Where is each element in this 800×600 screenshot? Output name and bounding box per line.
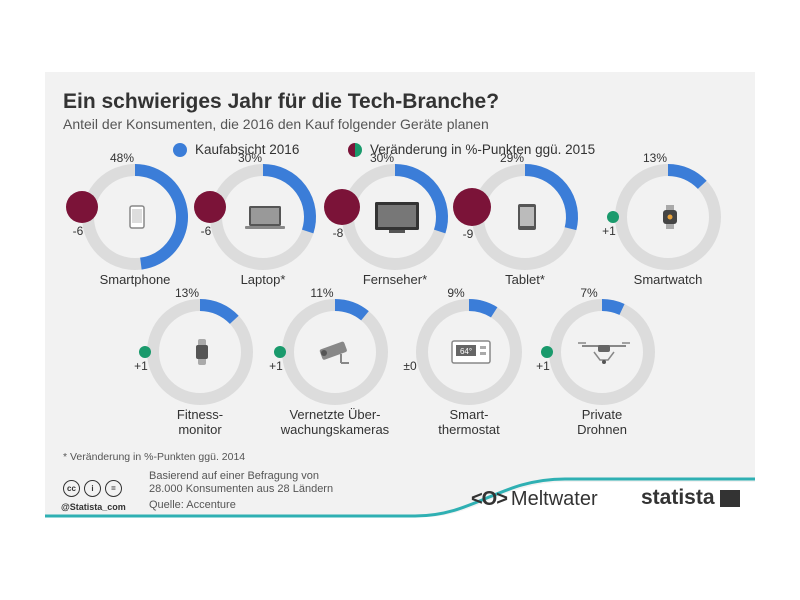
change-bubble-smartwatch: [607, 211, 619, 223]
category-label-smartwatch: Smartwatch: [634, 272, 703, 287]
donut-arc-private-drohnen: [601, 299, 625, 316]
value-label-tablet: 29%: [500, 151, 524, 165]
legend-intent-label: Kaufabsicht 2016: [195, 142, 300, 157]
footer-swoosh-line: [45, 477, 755, 518]
donut-arc-smartphone: [134, 164, 188, 270]
meltwater-logo-icon: <O>: [471, 488, 508, 510]
change-label-vernetzte-über-wachungskameras: +1: [269, 359, 283, 373]
legend-intent-swatch: [173, 142, 187, 157]
value-label-fernseher: 30%: [370, 151, 394, 165]
infographic-card: Ein schwieriges Jahr für die Tech-Branch…: [45, 72, 755, 520]
value-label-private-drohnen: 7%: [580, 286, 598, 300]
source-line-1: Basierend auf einer Befragung von: [149, 470, 320, 482]
source-line-3: Quelle: Accenture: [149, 499, 236, 511]
change-label-private-drohnen: +1: [536, 359, 550, 373]
cc-icon: cc: [63, 480, 80, 497]
thermostat-display-text: 64°: [460, 347, 472, 356]
donut-chart: 48% -6 Smartphone 30% -6 Laptop* 30% -8 Fernsehe…: [45, 151, 755, 520]
laptop-icon: [245, 206, 285, 229]
change-bubble-vernetzte-über-wachungskameras: [274, 346, 286, 358]
chart-subtitle: Anteil der Konsumenten, die 2016 den Kau…: [63, 116, 489, 132]
change-label-fitness-monitor: +1: [134, 359, 148, 373]
legend-change-label: Veränderung in %-Punkten ggü. 2015: [370, 142, 596, 157]
chart-title: Ein schwieriges Jahr für die Tech-Branch…: [63, 90, 500, 113]
donut-arc-smartwatch: [667, 164, 707, 190]
donut-arc-tablet: [524, 164, 578, 231]
fitness-tracker-icon: [196, 339, 208, 365]
statista-logo-icon: [719, 489, 740, 507]
legend-change-swatch: [348, 142, 362, 157]
legend-intent: Kaufabsicht 2016: [173, 142, 299, 157]
change-label-smartwatch: +1: [602, 224, 616, 238]
category-label-fitness-monitor: monitor: [178, 422, 222, 437]
donut-arc-vernetzte-über-wachungskameras: [334, 299, 369, 321]
tablet-icon: [518, 204, 536, 230]
change-bubble-laptop: [194, 191, 226, 223]
statista-wordmark: statista: [641, 486, 715, 509]
change-bubble-smartphone: [66, 191, 98, 223]
meltwater-logo: <O> Meltwater: [471, 488, 598, 511]
nd-icon: =: [105, 480, 122, 497]
change-label-tablet: -9: [463, 227, 474, 241]
category-label-smartphone: Smartphone: [100, 272, 171, 287]
category-label-fitness-monitor: Fitness-: [177, 407, 223, 422]
change-label-fernseher: -8: [333, 226, 344, 240]
category-label-smart-thermostat: Smart-: [450, 407, 489, 422]
change-bubble-tablet: [453, 188, 491, 226]
category-label-tablet: Tablet*: [505, 272, 545, 287]
donut-arc-smart-thermostat: [468, 299, 498, 318]
category-label-vernetzte-über-wachungskameras: wachungskameras: [280, 422, 390, 437]
donut-arc-fernseher: [394, 164, 448, 234]
by-icon: i: [84, 480, 101, 497]
change-bubble-fitness-monitor: [139, 346, 151, 358]
meltwater-wordmark: Meltwater: [510, 488, 598, 510]
value-label-smartphone: 48%: [110, 151, 134, 165]
category-label-private-drohnen: Drohnen: [577, 422, 627, 437]
change-bubble-fernseher: [324, 189, 360, 225]
value-label-smartwatch: 13%: [643, 151, 667, 165]
category-label-fernseher: Fernseher*: [363, 272, 427, 287]
footer-band: [45, 482, 755, 520]
category-label-smart-thermostat: thermostat: [438, 422, 500, 437]
statista-logo: statista: [641, 486, 740, 510]
donut-arc-laptop: [262, 164, 316, 234]
source-line-2: 28.000 Konsumenten aus 28 Ländern: [149, 483, 334, 495]
footnote: * Veränderung in %-Punkten ggü. 2014: [63, 451, 246, 463]
value-label-fitness-monitor: 13%: [175, 286, 199, 300]
value-label-vernetzte-über-wachungskameras: 11%: [310, 286, 333, 300]
category-label-private-drohnen: Private: [582, 407, 622, 422]
value-label-smart-thermostat: 9%: [447, 286, 465, 300]
donut-arc-fitness-monitor: [199, 299, 239, 325]
change-label-laptop: -6: [201, 224, 212, 238]
statista-handle: @Statista_com: [61, 502, 126, 512]
legend-change: Veränderung in %-Punkten ggü. 2015: [348, 142, 595, 157]
change-label-smartphone: -6: [73, 224, 84, 238]
camera-icon: [319, 341, 349, 364]
smartwatch-icon: [663, 205, 677, 229]
license-icons: cc i =: [63, 480, 122, 497]
category-label-vernetzte-über-wachungskameras: Vernetzte Über-: [289, 407, 380, 422]
value-label-laptop: 30%: [238, 151, 262, 165]
change-bubble-private-drohnen: [541, 346, 553, 358]
smartphone-icon: [129, 205, 145, 229]
tv-icon: [375, 202, 419, 233]
category-label-laptop: Laptop*: [241, 272, 286, 287]
thermostat-icon: 64°: [451, 340, 491, 364]
change-label-smart-thermostat: ±0: [403, 359, 417, 373]
drone-icon: [578, 342, 630, 364]
